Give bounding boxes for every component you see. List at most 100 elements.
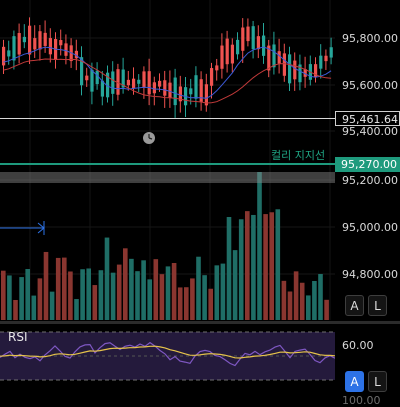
log-scale-button[interactable]: L [368,295,387,316]
price-tick: 94,800.00 [342,268,398,281]
volume-bar [171,263,177,320]
candle-body [298,64,302,83]
candle-body [189,88,193,95]
volume-bar [37,278,43,320]
volume-bar [238,219,244,320]
candle-body [277,51,281,64]
rsi-axis[interactable]: A L [335,324,400,400]
volume-bars [1,172,329,320]
volume-bar [147,279,152,320]
candle-body [17,33,21,55]
candle-body [246,26,250,42]
clock-marker-icon[interactable] [143,132,155,144]
rsi-ma-line [0,345,335,359]
price-tick: 95,800.00 [342,32,398,45]
candle-body [272,44,276,68]
candle-body [7,50,11,57]
rsi-level-label: 60.00 [342,339,374,352]
candle-body [210,68,214,86]
candle-body [303,69,307,77]
candle-body [12,36,16,61]
volume-bar [245,211,250,320]
volume-bar [196,256,201,320]
volume-bar [62,257,67,320]
candle-body [85,75,89,81]
candle-body [28,25,32,55]
candle-body [147,71,151,95]
volume-bar [220,263,226,320]
candle-body [2,46,6,66]
volume-bar [202,275,207,320]
volume-bar [110,272,116,320]
measure-arrow[interactable] [0,221,45,235]
candle-body [100,80,104,97]
candle-body [236,39,240,55]
candle-body [178,86,182,102]
candle-body [225,38,229,65]
candle-body [194,75,198,99]
rsi-log-scale-button[interactable]: L [368,371,387,392]
moving-average-line-2 [3,58,332,104]
volume-bar [263,214,268,320]
candle-body [48,38,52,55]
volume-bar [214,265,220,320]
volume-bar [287,291,293,320]
candle-body [282,53,286,76]
volume-bar [1,270,6,320]
volume-bar [281,280,287,320]
volume-bar [312,280,317,320]
price-tick: 95,200.00 [342,174,398,187]
volume-bar [177,287,183,320]
candle-body [95,70,99,85]
candle-body [106,72,110,98]
candle-body [142,71,146,88]
candle-body [293,60,297,80]
volume-bar [306,295,311,320]
volume-bar [184,287,189,320]
rsi-line [0,341,335,367]
volume-bar [74,299,79,320]
current-price-tag: 95,461.64 [335,111,400,126]
candle-body [215,65,219,71]
candle-body [199,79,203,102]
auto-scale-button[interactable]: A [345,295,364,316]
candle-body [152,82,156,94]
candle-body [132,78,136,89]
volume-bar [318,274,323,320]
support-price-tag: 95,270.00 [335,157,400,172]
volume-bar [141,260,146,320]
support-line-label: 컬리 지지선 [271,149,326,162]
price-tick: 95,000.00 [342,221,398,234]
volume-bar [232,250,238,320]
volume-bar [68,271,73,320]
rsi-pane[interactable] [0,324,335,400]
main-chart-pane[interactable] [0,0,335,320]
volume-bar [104,237,110,320]
candle-body [121,69,125,88]
volume-bar [251,214,256,320]
volume-bar [190,278,195,320]
rsi-auto-scale-button[interactable]: A [345,371,364,392]
price-tick: 95,600.00 [342,79,398,92]
candle-body [241,27,245,51]
candle-body [116,69,120,95]
volume-bar [98,270,104,320]
volume-bar [123,248,128,320]
volume-bar [153,259,159,320]
candle-body [251,26,255,50]
candlesticks [2,17,333,118]
candle-body [314,64,318,78]
volume-bar [257,172,262,320]
candle-body [111,71,115,94]
pane-divider[interactable] [0,321,400,324]
candle-body [256,36,260,50]
volume-bar [299,282,305,320]
volume-bar [226,217,232,320]
candle-body [173,77,177,106]
volume-bar [19,277,24,320]
volume-bar [7,275,12,320]
volume-bar [159,274,165,320]
price-axis[interactable]: 95,800.00 95,600.00 95,400.00 95,200.00 … [335,0,400,320]
volume-bar [25,269,30,320]
candle-body [158,80,162,87]
